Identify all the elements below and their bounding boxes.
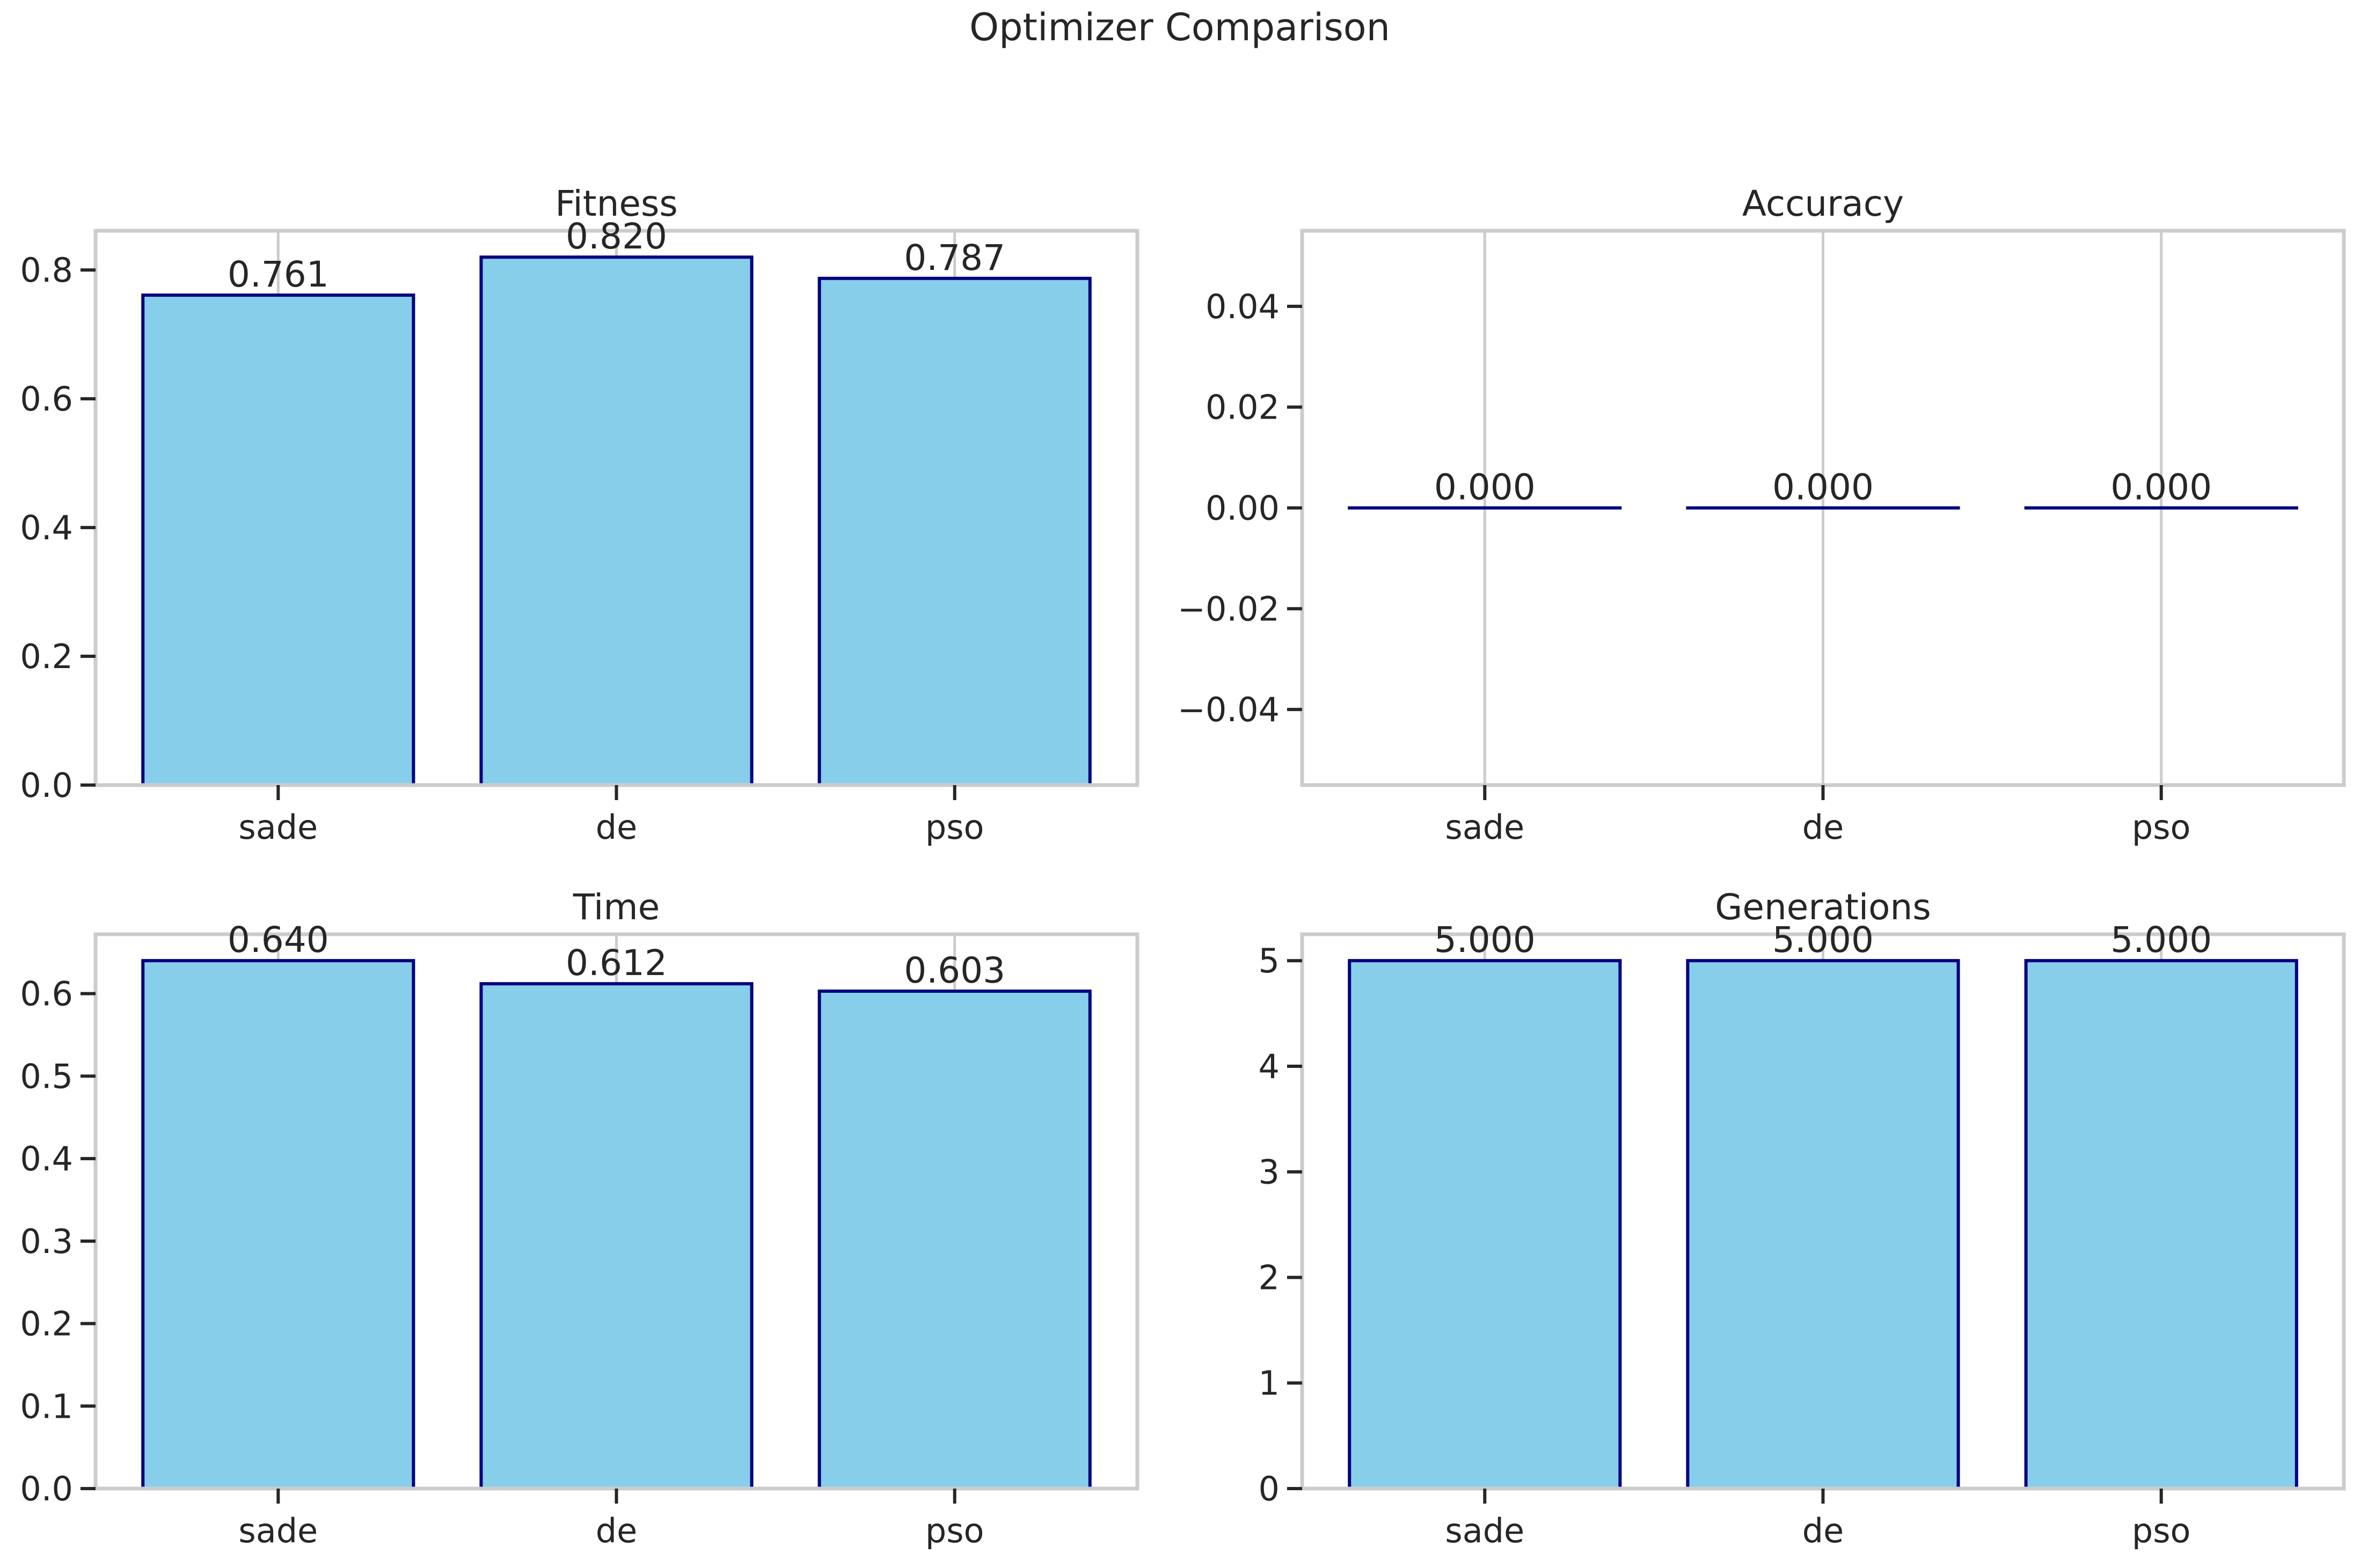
- subplot-title: Fitness: [555, 183, 678, 224]
- y-tick-label: 0.5: [20, 1057, 73, 1096]
- x-tick-label: de: [1802, 808, 1844, 847]
- y-tick-label: −0.04: [1178, 690, 1280, 729]
- bar-pso: [820, 991, 1090, 1489]
- x-tick-label: de: [596, 1511, 638, 1550]
- x-tick-label: sade: [1445, 808, 1524, 847]
- y-tick-label: 0.0: [20, 1469, 73, 1508]
- x-tick-label: de: [1802, 1511, 1844, 1550]
- y-tick-label: 0.0: [20, 766, 73, 805]
- x-tick-label: pso: [2132, 1511, 2191, 1550]
- y-tick-label: −0.02: [1178, 589, 1280, 628]
- x-tick-label: sade: [238, 808, 318, 847]
- x-tick-label: pso: [2132, 808, 2191, 847]
- y-tick-label: 4: [1259, 1047, 1280, 1086]
- y-tick-label: 5: [1259, 941, 1280, 980]
- bar-value-label: 0.000: [1772, 467, 1874, 508]
- y-tick-label: 0.2: [20, 637, 73, 676]
- bar-value-label: 0.761: [228, 254, 329, 295]
- y-tick-label: 0.6: [20, 974, 73, 1014]
- bar-de: [481, 984, 751, 1489]
- bar-value-label: 0.787: [904, 237, 1005, 279]
- bar-pso: [820, 279, 1090, 785]
- subplot-title: Time: [573, 886, 660, 928]
- bar-sade: [1349, 961, 1620, 1489]
- y-tick-label: 0.4: [20, 1139, 73, 1178]
- bar-value-label: 5.000: [1434, 919, 1536, 961]
- y-tick-label: 1: [1259, 1364, 1280, 1403]
- y-tick-label: 0.8: [20, 251, 73, 290]
- y-tick-label: 0.04: [1205, 287, 1280, 326]
- bar-sade: [143, 961, 413, 1489]
- x-tick-label: sade: [238, 1511, 318, 1550]
- bar-de: [1687, 961, 1958, 1489]
- bar-pso: [2026, 961, 2297, 1489]
- y-tick-label: 0.6: [20, 379, 73, 419]
- x-tick-label: sade: [1445, 1511, 1524, 1550]
- y-tick-label: 0.02: [1205, 388, 1280, 427]
- subplot-time: 0.0 0.1 0.2 0.3 0.4 0.5 0.6 sade de pso 0.640 0.612…: [20, 886, 1137, 1550]
- x-tick-label: pso: [925, 808, 984, 847]
- x-tick-label: pso: [925, 1511, 984, 1550]
- y-tick-label: 0.3: [20, 1222, 73, 1261]
- y-tick-label: 3: [1259, 1153, 1280, 1192]
- bar-value-label: 0.000: [2110, 467, 2212, 508]
- bar-de: [481, 257, 751, 785]
- x-tick-label: de: [596, 808, 638, 847]
- bar-sade: [143, 295, 413, 785]
- y-tick-label: 0.4: [20, 508, 73, 547]
- subplot-title: Generations: [1715, 886, 1931, 928]
- y-tick-label: 0.00: [1205, 489, 1280, 528]
- y-tick-label: 2: [1259, 1258, 1280, 1297]
- y-tick-label: 0.2: [20, 1305, 73, 1344]
- bar-value-label: 5.000: [2110, 919, 2212, 961]
- bar-value-label: 0.612: [566, 942, 667, 984]
- y-tick-label: 0.1: [20, 1387, 73, 1426]
- bar-value-label: 0.603: [904, 950, 1005, 991]
- y-tick-label: 0: [1259, 1469, 1280, 1508]
- subplot-title: Accuracy: [1742, 183, 1904, 224]
- bar-value-label: 0.000: [1434, 467, 1536, 508]
- bar-value-label: 0.640: [228, 919, 329, 961]
- figure-suptitle: Optimizer Comparison: [969, 5, 1390, 49]
